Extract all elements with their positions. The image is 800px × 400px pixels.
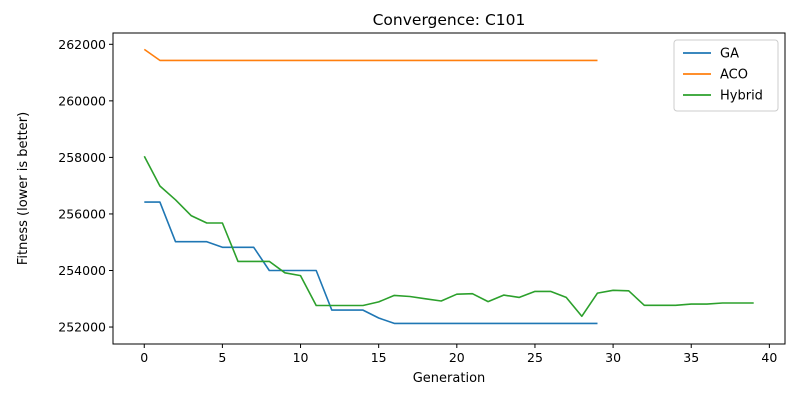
x-tick-label: 30 xyxy=(605,350,621,365)
y-tick-label: 254000 xyxy=(58,263,106,278)
y-axis-label: Fitness (lower is better) xyxy=(16,112,31,265)
x-tick-label: 40 xyxy=(761,350,777,365)
plot-frame xyxy=(112,32,786,345)
x-tick-label: 35 xyxy=(683,350,699,365)
x-tick-label: 25 xyxy=(527,350,543,365)
x-tick-label: 5 xyxy=(218,350,226,365)
y-tick-label: 258000 xyxy=(58,150,106,165)
legend-box xyxy=(673,39,779,112)
y-tick-label: 252000 xyxy=(58,320,106,335)
y-tick-label: 262000 xyxy=(58,37,106,52)
series-layer xyxy=(143,48,754,325)
x-tick-label: 20 xyxy=(449,350,465,365)
legend-label-ga: GA xyxy=(720,47,739,62)
series-line-ga xyxy=(144,201,598,325)
legend-label-hybrid: Hybrid xyxy=(720,89,763,104)
y-tick-label: 256000 xyxy=(58,206,106,221)
x-axis-label: Generation xyxy=(413,371,486,386)
chart-title: Convergence: C101 xyxy=(373,11,526,29)
legend: GA ACO Hybrid xyxy=(673,39,779,112)
x-tick-label: 0 xyxy=(140,350,148,365)
x-axis-ticks: 0 5 10 15 20 25 30 35 40 xyxy=(140,344,777,365)
y-axis-ticks: 252000 254000 256000 258000 260000 262000 xyxy=(58,37,113,335)
x-tick-label: 15 xyxy=(371,350,387,365)
series-line-aco xyxy=(143,48,598,62)
x-tick-label: 10 xyxy=(293,350,309,365)
y-tick-label: 260000 xyxy=(58,93,106,108)
series-line-hybrid xyxy=(143,155,754,318)
legend-label-aco: ACO xyxy=(720,68,748,83)
